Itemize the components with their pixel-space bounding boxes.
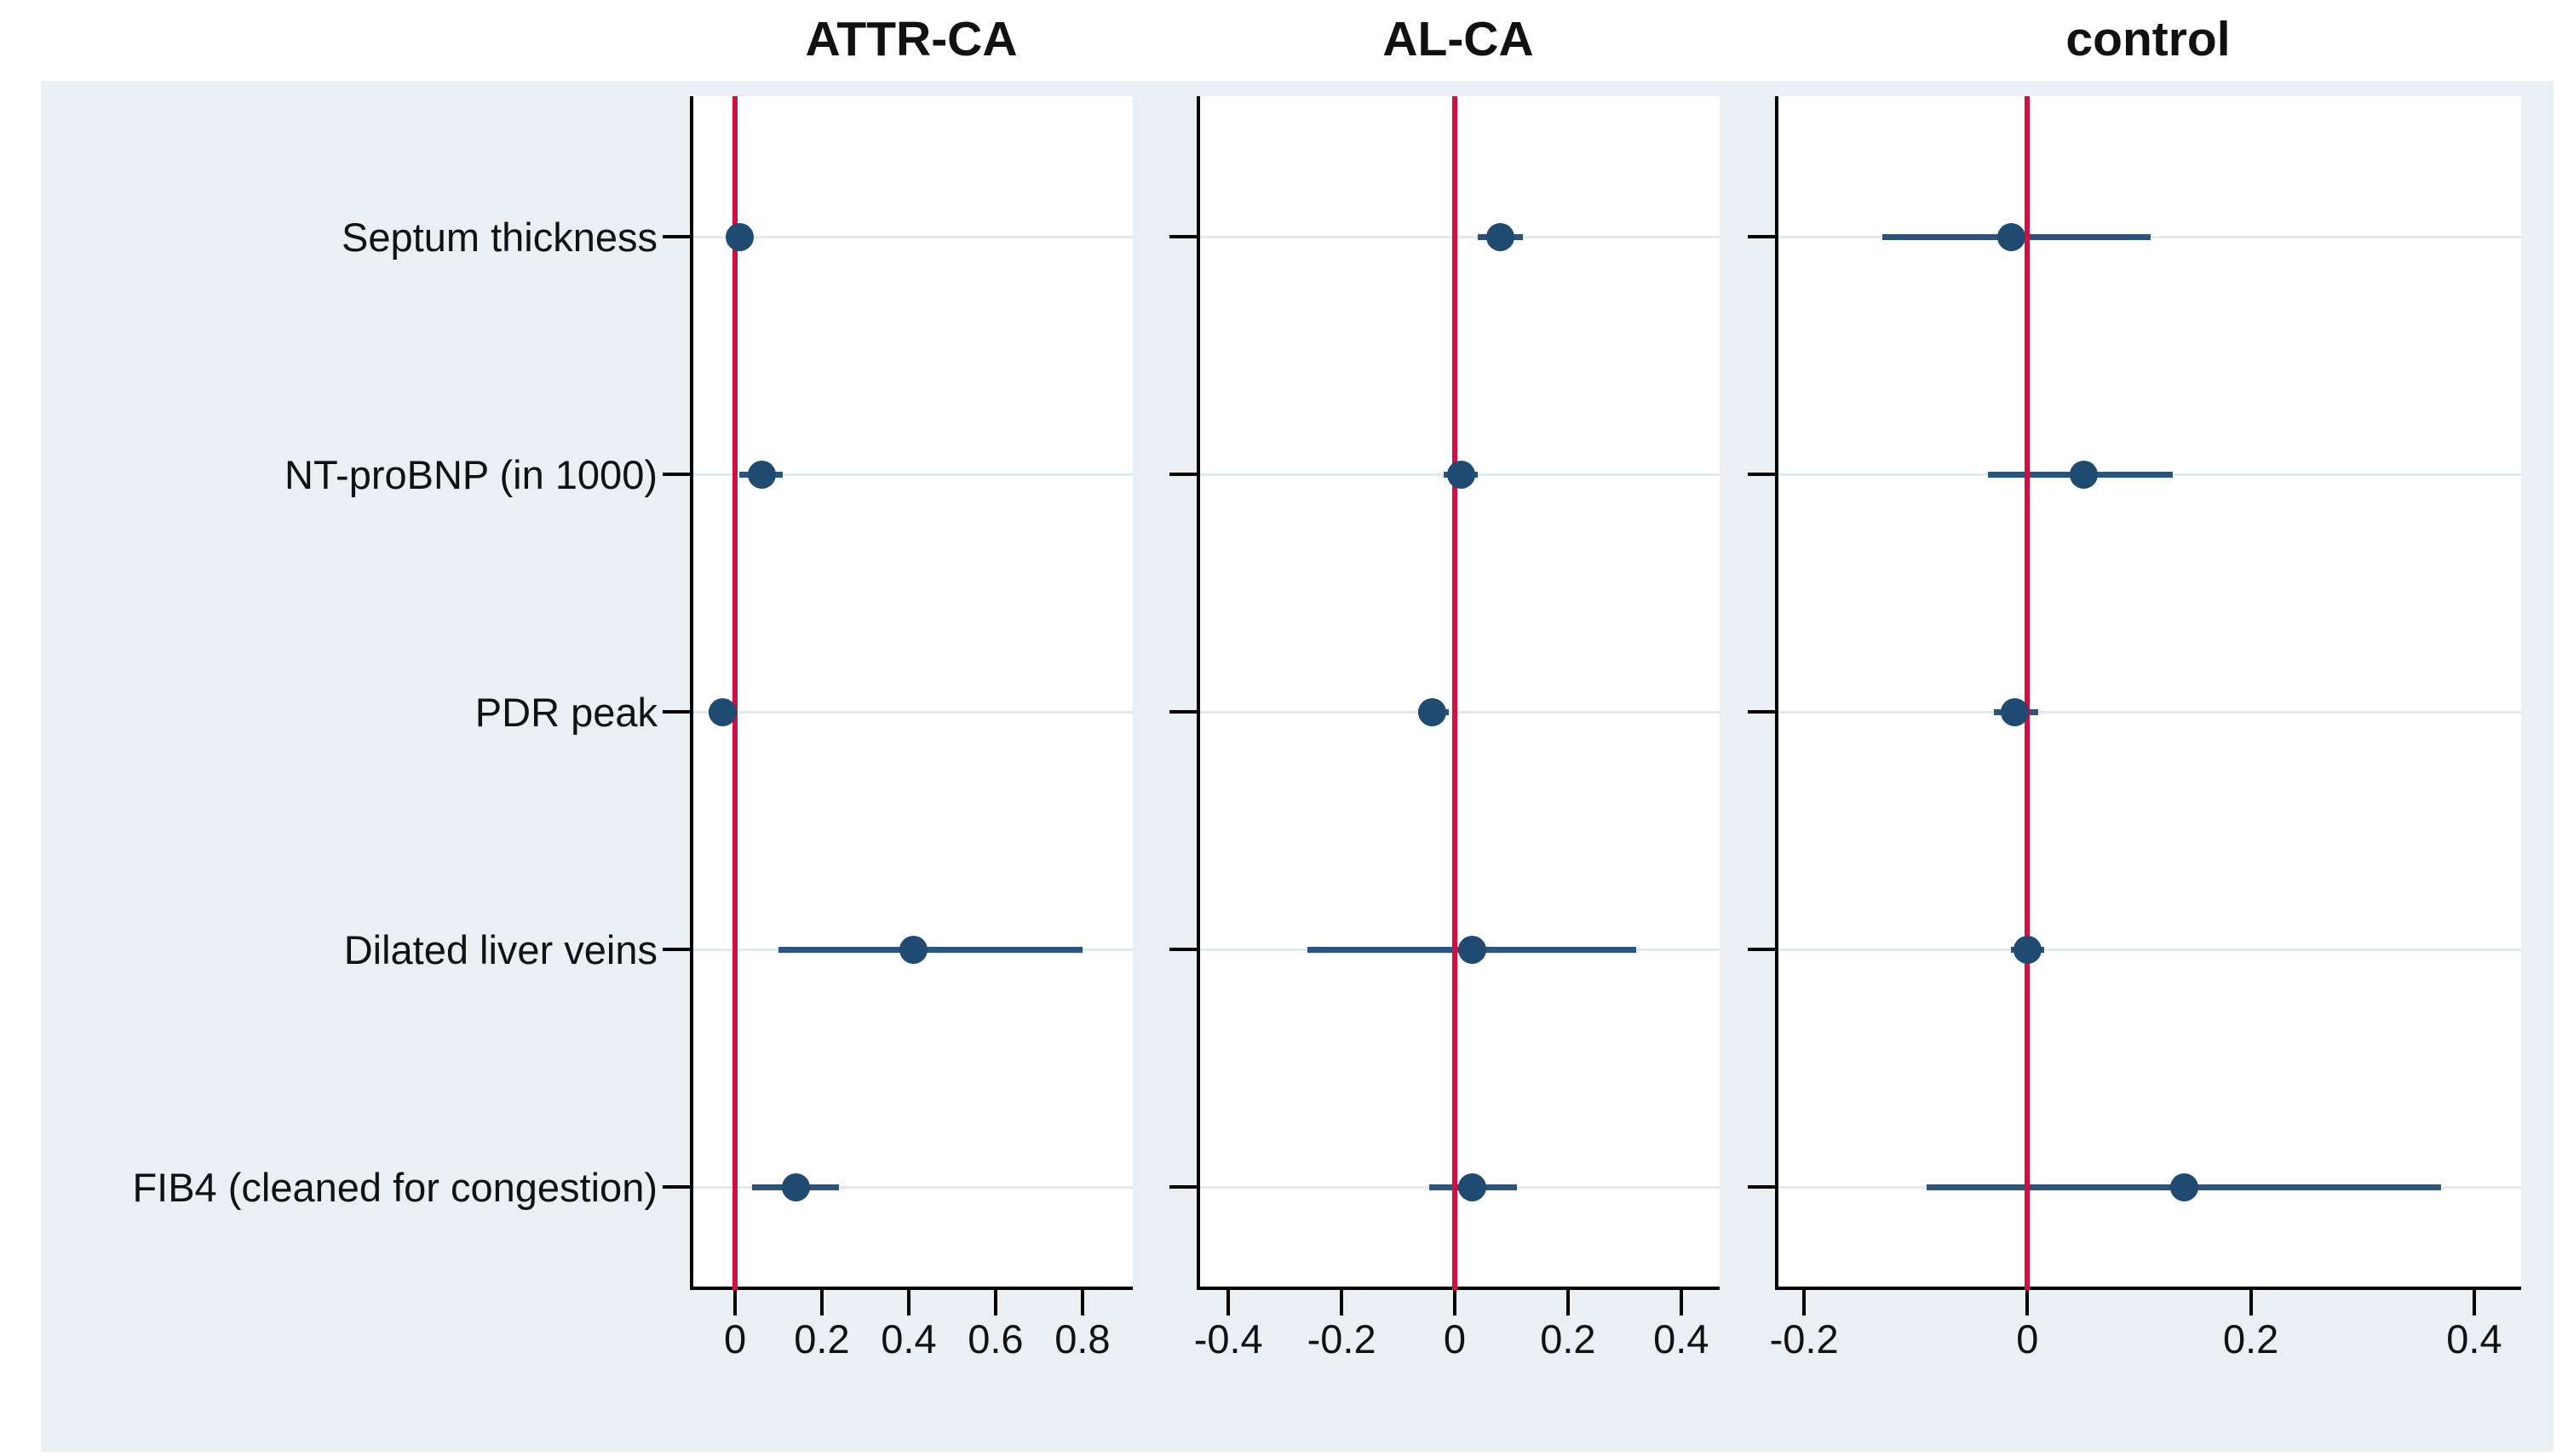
row-gridline	[693, 711, 1133, 714]
x-tick-label: 0.2	[794, 1316, 850, 1361]
y-axis-tick	[663, 710, 690, 714]
row-gridline	[1778, 949, 2521, 951]
row-label-nt-probnp: NT-proBNP (in 1000)	[284, 452, 658, 497]
y-axis-tick	[663, 235, 690, 238]
x-tick-label: 0.2	[1540, 1316, 1596, 1361]
x-axis-tick	[2472, 1290, 2476, 1316]
y-axis-tick	[1748, 710, 1775, 714]
x-tick-label: 0	[2016, 1316, 2039, 1361]
point-estimate	[1457, 1173, 1486, 1201]
x-axis-tick	[819, 1290, 824, 1316]
x-axis-tick	[1080, 1290, 1084, 1316]
point-estimate	[782, 1173, 811, 1201]
y-axis-tick	[1748, 1185, 1775, 1189]
plot-panel-0	[690, 96, 1133, 1290]
x-axis-tick	[2249, 1290, 2253, 1316]
point-estimate	[708, 698, 737, 726]
x-axis-tick	[1453, 1290, 1456, 1316]
point-estimate	[1418, 698, 1447, 726]
zero-reference-line	[1452, 96, 1457, 1290]
x-tick-label: 0	[723, 1316, 747, 1361]
y-axis-tick	[1748, 948, 1775, 951]
point-estimate	[1457, 936, 1486, 964]
x-tick-label: 0.4	[881, 1316, 937, 1361]
y-axis-tick	[1169, 235, 1197, 238]
row-gridline	[1200, 236, 1720, 238]
point-estimate	[2069, 461, 2098, 489]
y-axis-tick	[1169, 1185, 1197, 1189]
x-tick-label: 0.6	[968, 1316, 1024, 1361]
x-axis-tick	[733, 1290, 738, 1316]
x-axis-tick	[1340, 1290, 1344, 1316]
point-estimate	[2169, 1173, 2198, 1201]
plot-panel-1	[1197, 96, 1720, 1290]
row-label-pdr-peak: PDR peak	[474, 690, 658, 735]
panel-title-al-ca: AL-CA	[1382, 12, 1534, 66]
y-axis-tick	[663, 948, 690, 951]
x-tick-label: -0.2	[1769, 1316, 1839, 1361]
row-label-dilated-liver-veins: Dilated liver veins	[343, 927, 658, 972]
row-gridline	[1200, 711, 1720, 714]
plot-panel-2	[1775, 96, 2521, 1290]
confidence-interval	[778, 947, 1083, 953]
x-tick-label: 0.8	[1054, 1316, 1111, 1361]
point-estimate	[1446, 461, 1475, 489]
point-estimate	[899, 936, 928, 964]
point-estimate	[2013, 936, 2042, 964]
row-gridline	[693, 473, 1133, 476]
point-estimate	[1486, 223, 1515, 251]
x-tick-label: 0.2	[2222, 1316, 2279, 1361]
x-axis-tick	[2025, 1290, 2030, 1316]
panel-title-control: control	[2065, 12, 2231, 66]
y-axis-tick	[1748, 473, 1775, 476]
y-axis-tick	[1169, 948, 1197, 951]
x-tick-label: -0.4	[1193, 1316, 1263, 1361]
panel-title-attr-ca: ATTR-CA	[805, 12, 1018, 66]
x-axis-tick	[1679, 1290, 1683, 1316]
x-axis-tick	[1565, 1290, 1570, 1316]
x-axis-tick	[906, 1290, 910, 1316]
x-tick-label: 0.4	[2446, 1316, 2502, 1361]
row-gridline	[693, 1186, 1133, 1189]
y-axis-tick	[663, 473, 690, 476]
x-axis-tick	[1802, 1290, 1807, 1316]
point-estimate	[1996, 223, 2025, 251]
y-axis-tick	[1748, 235, 1775, 238]
row-label-fib4: FIB4 (cleaned for congestion)	[132, 1165, 658, 1210]
y-axis-tick	[663, 1185, 690, 1189]
y-axis-tick	[1169, 710, 1197, 714]
row-label-septum-thickness: Septum thickness	[342, 215, 658, 260]
y-axis-tick	[1169, 473, 1197, 476]
row-gridline	[693, 236, 1133, 238]
row-gridline	[1778, 711, 2521, 714]
zero-reference-line	[2025, 96, 2031, 1290]
x-tick-label: -0.2	[1307, 1316, 1376, 1361]
x-axis-tick	[993, 1290, 997, 1316]
point-estimate	[726, 223, 755, 251]
x-axis-tick	[1226, 1290, 1231, 1316]
point-estimate	[2000, 698, 2029, 726]
point-estimate	[747, 461, 776, 489]
x-tick-label: 0	[1443, 1316, 1467, 1361]
x-tick-label: 0.4	[1653, 1316, 1709, 1361]
zero-reference-line	[732, 96, 738, 1290]
